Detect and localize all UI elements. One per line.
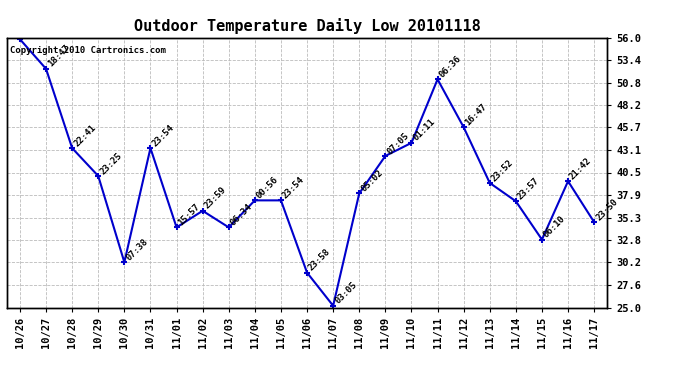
Text: 07:38: 07:38 <box>124 237 150 262</box>
Text: 01:11: 01:11 <box>411 117 437 143</box>
Text: 16:47: 16:47 <box>464 102 489 127</box>
Text: 06:34: 06:34 <box>229 202 254 227</box>
Text: 23:50: 23:50 <box>594 197 620 222</box>
Text: 03:05: 03:05 <box>333 280 359 306</box>
Text: 23:58: 23:58 <box>307 247 333 273</box>
Title: Outdoor Temperature Daily Low 20101118: Outdoor Temperature Daily Low 20101118 <box>134 18 480 33</box>
Text: 15:57: 15:57 <box>177 202 202 227</box>
Text: 23:59: 23:59 <box>203 186 228 211</box>
Text: 05:02: 05:02 <box>359 168 384 194</box>
Text: 22:41: 22:41 <box>72 123 97 148</box>
Text: 23:25: 23:25 <box>98 151 124 176</box>
Text: 21:42: 21:42 <box>568 156 593 181</box>
Text: 23:52: 23:52 <box>490 158 515 183</box>
Text: 18:47: 18:47 <box>46 44 72 69</box>
Text: 23:54: 23:54 <box>281 175 306 200</box>
Text: 06:10: 06:10 <box>542 214 567 240</box>
Text: 23:54: 23:54 <box>150 123 176 148</box>
Text: 23:57: 23:57 <box>516 176 541 201</box>
Text: 00:56: 00:56 <box>255 175 280 200</box>
Text: 06:36: 06:36 <box>437 54 463 79</box>
Text: 07:05: 07:05 <box>385 130 411 156</box>
Text: Copyright 2010 Cartronics.com: Copyright 2010 Cartronics.com <box>10 46 166 55</box>
